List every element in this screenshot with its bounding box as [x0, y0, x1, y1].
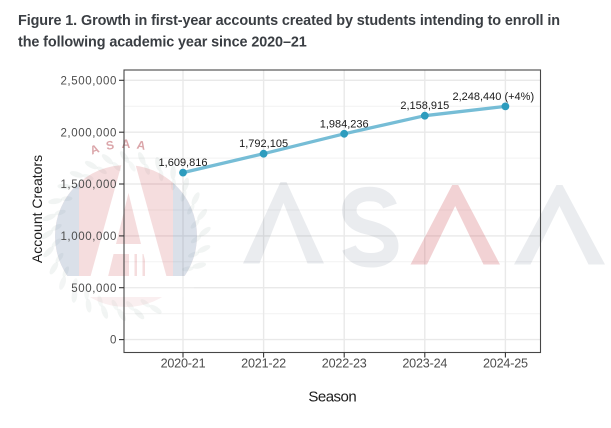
svg-text:2024-25: 2024-25 [483, 357, 528, 371]
svg-text:Figure 1. Growth in first-year: Figure 1. Growth in first-year accounts … [18, 13, 560, 29]
svg-text:1,792,105: 1,792,105 [239, 138, 288, 150]
svg-text:1,000,000: 1,000,000 [60, 231, 117, 243]
svg-text:0: 0 [110, 335, 117, 347]
svg-text:2020-21: 2020-21 [161, 357, 206, 371]
svg-text:S: S [105, 138, 115, 153]
svg-text:2022-23: 2022-23 [322, 357, 367, 371]
svg-text:A: A [136, 138, 147, 153]
svg-text:Account Creators: Account Creators [29, 155, 45, 263]
svg-text:2,158,915: 2,158,915 [400, 100, 449, 112]
svg-text:the following academic year si: the following academic year since 2020–2… [18, 34, 307, 50]
svg-text:1,500,000: 1,500,000 [60, 179, 117, 191]
svg-text:500,000: 500,000 [71, 283, 117, 295]
svg-text:2021-22: 2021-22 [241, 357, 286, 371]
svg-text:2,000,000: 2,000,000 [60, 127, 117, 139]
svg-text:2023-24: 2023-24 [402, 357, 447, 371]
svg-text:Season: Season [308, 388, 356, 405]
svg-text:2,500,000: 2,500,000 [60, 75, 117, 87]
svg-text:A: A [122, 137, 131, 151]
svg-text:1,984,236: 1,984,236 [320, 118, 369, 130]
svg-text:2,248,440 (+4%): 2,248,440 (+4%) [452, 91, 534, 103]
svg-text:1,609,816: 1,609,816 [159, 157, 208, 169]
